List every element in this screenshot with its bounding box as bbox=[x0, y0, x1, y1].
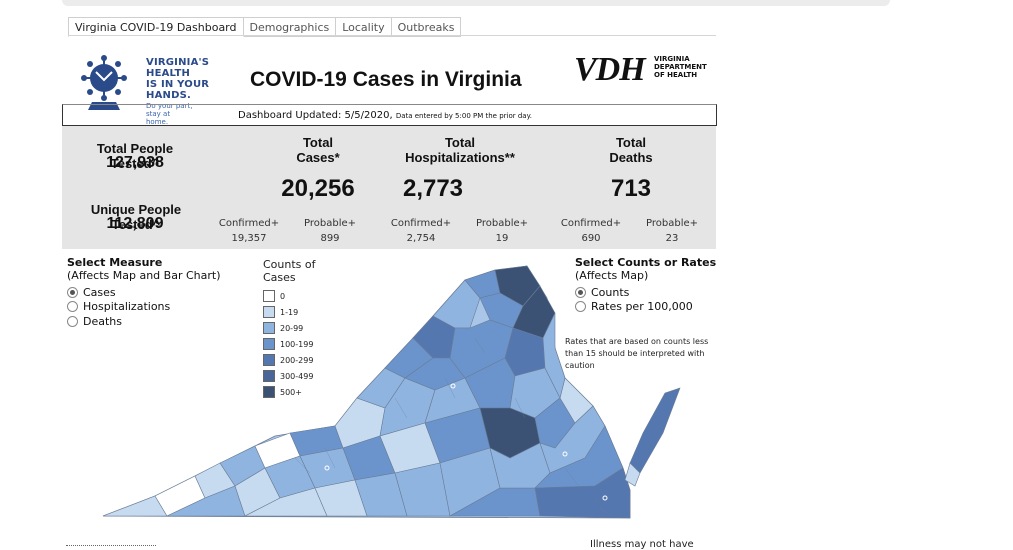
cases-probable: Probable+ 899 bbox=[304, 218, 356, 244]
vdh-logo: VDH VIRGINIA DEPARTMENT OF HEALTH bbox=[574, 51, 707, 88]
logo-wordmark: VIRGINIA'S HEALTH IS IN YOUR HANDS. bbox=[146, 57, 210, 101]
tab-outbreaks[interactable]: Outbreaks bbox=[391, 17, 462, 37]
update-banner: Dashboard Updated: 5/5/2020, Data entere… bbox=[62, 104, 717, 126]
legend-item: 100-199 bbox=[263, 336, 316, 352]
tab-virginia-covid-dashboard[interactable]: Virginia COVID-19 Dashboard bbox=[68, 17, 244, 37]
total-cases-value: 20,256 bbox=[281, 175, 355, 202]
logo-tagline: Do your part, stay at home. bbox=[146, 102, 193, 126]
county-region-eastern-shore[interactable] bbox=[624, 462, 641, 487]
county-region[interactable] bbox=[542, 312, 566, 399]
legend-swatch bbox=[263, 370, 275, 382]
legend-item: 1-19 bbox=[263, 304, 316, 320]
cases-confirmed: Confirmed+ 19,357 bbox=[218, 218, 280, 244]
counts-option-rates[interactable]: Rates per 100,000 bbox=[575, 300, 716, 315]
deaths-confirmed: Confirmed+ 690 bbox=[560, 218, 622, 244]
legend-item: 300-499 bbox=[263, 368, 316, 384]
legend-swatch bbox=[263, 338, 275, 350]
top-scrollbar[interactable] bbox=[62, 0, 890, 6]
radio-selected-icon[interactable] bbox=[67, 286, 78, 298]
select-counts-rates-control: Select Counts or Rates (Affects Map) Cou… bbox=[575, 256, 717, 315]
total-hospitalizations-label: Total Hospitalizations** bbox=[405, 135, 515, 165]
legend-swatch bbox=[263, 386, 275, 398]
virginia-county-map[interactable] bbox=[95, 258, 705, 520]
footer-divider bbox=[66, 545, 156, 549]
legend-swatch bbox=[263, 290, 275, 302]
legend-item: 0 bbox=[263, 288, 316, 304]
legend-swatch bbox=[263, 322, 275, 334]
county-region[interactable] bbox=[534, 467, 631, 519]
hospitalizations-confirmed: Confirmed+ 2,754 bbox=[390, 218, 452, 244]
county-region[interactable] bbox=[432, 279, 481, 329]
counts-option-counts[interactable]: Counts bbox=[575, 285, 716, 300]
total-deaths-label: Total Deaths bbox=[609, 135, 653, 165]
illness-note: Illness may not have bbox=[590, 539, 694, 550]
total-tested-label: Total People Tested^ bbox=[96, 141, 174, 171]
total-cases-label: Total Cases* bbox=[296, 135, 340, 165]
measure-option-cases[interactable]: Cases bbox=[67, 285, 220, 300]
rates-caution-note: Rates that are based on counts less than… bbox=[565, 337, 709, 370]
city-markers bbox=[152, 383, 608, 501]
unique-tested-value: 112,809 bbox=[106, 215, 164, 232]
legend-item: 200-299 bbox=[263, 352, 316, 368]
tab-demographics[interactable]: Demographics bbox=[243, 17, 337, 37]
measure-option-deaths[interactable]: Deaths bbox=[67, 314, 220, 329]
virginia-health-logo: VIRGINIA'S HEALTH IS IN YOUR HANDS. Do y… bbox=[74, 50, 209, 126]
legend-swatch bbox=[263, 306, 275, 318]
page-title: COVID-19 Cases in Virginia bbox=[250, 68, 522, 91]
hospitalizations-probable: Probable+ 19 bbox=[476, 218, 528, 244]
legend-item: 500+ bbox=[263, 384, 316, 400]
county-region-eastern-shore[interactable] bbox=[629, 387, 681, 474]
measure-option-hospitalizations[interactable]: Hospitalizations bbox=[67, 300, 220, 315]
total-hospitalizations-value: 2,773 bbox=[402, 175, 464, 202]
map-legend: Counts of Cases 0 1-19 20-99 100-199 200… bbox=[263, 258, 316, 400]
virus-hand-icon bbox=[81, 55, 127, 110]
tab-locality[interactable]: Locality bbox=[336, 17, 392, 37]
summary-stats-panel: Total People Tested^ 127,938 Unique Peop… bbox=[62, 126, 716, 249]
county-boundaries bbox=[294, 337, 606, 514]
select-measure-control: Select Measure (Affects Map and Bar Char… bbox=[67, 256, 221, 329]
radio-icon[interactable] bbox=[67, 301, 78, 313]
legend-item: 20-99 bbox=[263, 320, 316, 336]
dashboard-tabs: Virginia COVID-19 Dashboard Demographics… bbox=[68, 17, 462, 37]
unique-tested-label: Unique People Tested^ bbox=[90, 202, 182, 232]
total-deaths-value: 713 bbox=[610, 175, 652, 202]
deaths-probable: Probable+ 23 bbox=[646, 218, 698, 244]
tabs-divider bbox=[68, 35, 716, 36]
dashboard-header: VIRGINIA'S HEALTH IS IN YOUR HANDS. Do y… bbox=[62, 45, 716, 126]
radio-icon[interactable] bbox=[575, 301, 586, 313]
radio-selected-icon[interactable] bbox=[575, 286, 586, 298]
radio-icon[interactable] bbox=[67, 315, 78, 327]
legend-swatch bbox=[263, 354, 275, 366]
dashboard-updated-text: Dashboard Updated: 5/5/2020, Data entere… bbox=[238, 110, 532, 121]
total-tested-value: 127,938 bbox=[106, 154, 164, 171]
